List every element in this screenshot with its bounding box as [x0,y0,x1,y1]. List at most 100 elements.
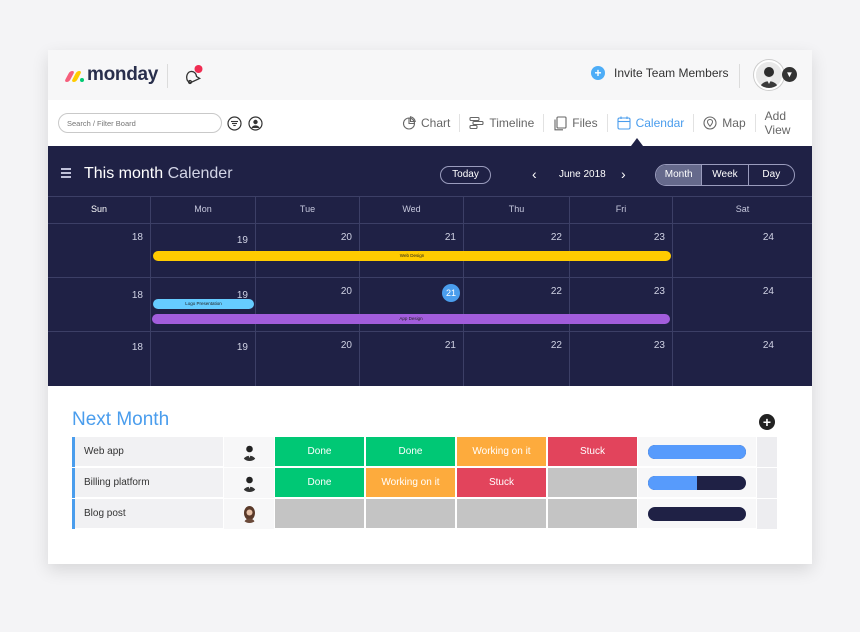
invite-label: Invite Team Members [614,66,729,80]
add-item-plus-icon[interactable]: + [759,414,775,430]
user-avatar[interactable] [754,60,784,90]
view-mode-switch: Month Week Day [655,164,795,186]
weekday-label: Mon [151,197,256,224]
status-cell[interactable] [366,499,456,529]
menu-icon[interactable] [61,168,71,180]
day-number: 19 [236,235,248,246]
calendar-icon [617,116,631,130]
timeline-icon [469,116,484,130]
event-app-design[interactable]: App Design [152,314,670,324]
calendar-day[interactable]: 19 [151,332,256,386]
item-name[interactable]: Web app [75,437,223,467]
weekday-label: Sat [735,204,750,214]
app-window: monday + Invite Team Members ▼ [48,50,812,564]
person-cell[interactable] [223,468,274,498]
table-row[interactable]: Blog post [72,499,777,529]
item-name[interactable]: Blog post [75,499,223,529]
calendar-day[interactable]: 18 [48,278,151,332]
status-cell[interactable]: Done [366,437,456,467]
plus-circle-icon: + [591,66,605,80]
header-divider [739,64,740,88]
chevron-left-icon[interactable]: ‹ [532,166,537,182]
status-cell[interactable]: Stuck [548,437,638,467]
table-row[interactable]: Web app Done Done Working on it Stuck [72,437,777,467]
invite-team-members-button[interactable]: + Invite Team Members [591,66,729,80]
calendar-day[interactable]: 23 [570,332,673,386]
calendar-day[interactable]: 20 [256,332,360,386]
mode-day-button[interactable]: Day [762,169,781,180]
status-cell[interactable]: Done [275,437,365,467]
view-tabs: Chart Timeline Files [393,109,812,137]
filter-icon[interactable] [227,116,242,131]
event-label: Web Design [399,253,425,258]
calendar-day[interactable]: 18 [48,332,151,386]
status-cell[interactable] [548,499,638,529]
event-web-design[interactable]: Web Design [153,251,671,261]
timeline-cell[interactable] [638,437,756,467]
tab-calendar-label: Calendar [635,116,685,130]
person-filter-icon[interactable] [248,116,263,131]
group-color-stripe [72,499,75,529]
tab-calendar[interactable]: Calendar [608,114,695,132]
monday-logo[interactable]: monday [64,64,158,86]
logo-mark-icon [64,67,86,83]
event-logo-presentation[interactable]: Logo Presentation [153,299,254,309]
table-row[interactable]: Billing platform Done Working on it Stuck [72,468,777,498]
calendar-day[interactable]: 21 [360,332,464,386]
day-number: 21 [444,232,456,243]
status-cell[interactable]: Stuck [457,468,547,498]
today-button[interactable]: Today [440,166,491,184]
tab-map[interactable]: Map [694,114,756,132]
status-cell[interactable] [548,468,638,498]
person-cell[interactable] [223,437,274,467]
tab-files[interactable]: Files [544,114,608,132]
status-cell[interactable] [457,499,547,529]
tab-chart[interactable]: Chart [393,114,461,132]
calendar-day[interactable]: 18 [48,224,151,278]
board-toolbar: Chart Timeline Files [48,100,812,146]
group-color-stripe [72,437,75,467]
timeline-cell[interactable] [638,499,756,529]
calendar-day[interactable]: 23 [570,224,673,278]
tab-timeline[interactable]: Timeline [460,114,545,132]
active-tab-indicator [631,138,643,146]
status-cell[interactable]: Working on it [457,437,547,467]
notifications-bell-icon[interactable] [182,64,204,86]
map-pin-icon [703,116,717,130]
search-input[interactable] [58,113,222,133]
day-number: 18 [131,342,143,353]
today-highlight[interactable]: 21 [442,284,460,302]
day-number: 18 [131,232,143,243]
status-cell[interactable] [275,499,365,529]
status-cell[interactable]: Working on it [366,468,456,498]
tab-map-label: Map [722,116,746,130]
chevron-down-icon[interactable]: ▼ [782,67,797,82]
event-label: App Design [399,316,423,321]
calendar-day[interactable]: 19 [151,278,256,332]
avatar [241,474,258,492]
chevron-right-icon[interactable]: › [621,166,626,182]
day-number: 18 [131,290,143,301]
calendar-week-row: 18 19 20 21 22 23 24 21 Logo Presentatio… [48,277,812,332]
calendar-day[interactable]: 24 [673,278,812,332]
add-view-button[interactable]: Add View [756,109,812,137]
status-cell[interactable]: Done [275,468,365,498]
calendar-day[interactable]: 24 [673,224,812,278]
day-number: 23 [653,286,665,297]
calendar-day[interactable]: 23 [570,278,673,332]
mode-month-button[interactable]: Month [656,165,703,185]
timeline-cell[interactable] [638,468,756,498]
calendar-day[interactable]: 24 [673,332,812,386]
person-cell[interactable] [223,499,274,529]
mode-week-button[interactable]: Week [702,165,749,185]
calendar-day[interactable]: 22 [464,278,570,332]
calendar-day[interactable]: 20 [256,278,360,332]
board-group-title[interactable]: Next Month [72,409,170,430]
calendar-header: This month Calender Today ‹ June 2018 › … [48,146,812,196]
day-number: 24 [762,340,774,351]
logo-text: monday [87,64,159,85]
calendar-day[interactable]: 21 [360,278,464,332]
calendar-day[interactable]: 22 [464,332,570,386]
item-name[interactable]: Billing platform [75,468,223,498]
month-navigator: ‹ June 2018 › [532,166,632,184]
